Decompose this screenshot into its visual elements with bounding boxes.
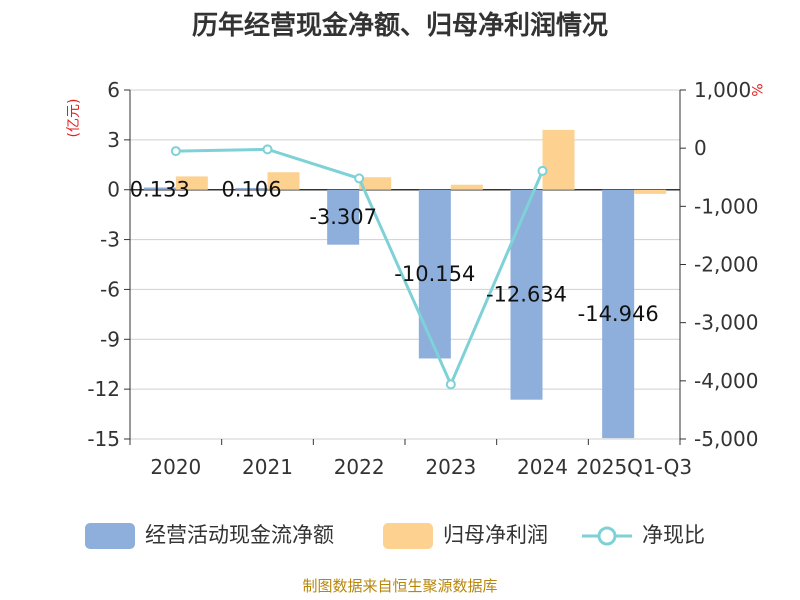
- x-axis-tick-label: 2024: [517, 455, 568, 479]
- right-axis-tick-label: 0: [694, 136, 707, 160]
- bar-netprofit[interactable]: [359, 177, 392, 190]
- x-axis-tick-label: 2021: [242, 455, 293, 479]
- bar-cashflow[interactable]: [143, 187, 176, 190]
- data-label-cashflow: -10.154: [394, 262, 475, 286]
- legend-item-ratio[interactable]: 净现比: [582, 523, 705, 547]
- x-axis-tick-label: 2025Q1-Q3: [576, 455, 692, 479]
- point-ratio[interactable]: [170, 146, 181, 157]
- point-ratio[interactable]: [537, 165, 548, 176]
- point-ratio[interactable]: [445, 379, 456, 390]
- left-axis-tick-label: 3: [107, 128, 120, 152]
- bar-netprofit[interactable]: [450, 184, 483, 190]
- legend-item-netprofit[interactable]: 归母净利润: [383, 523, 548, 549]
- left-axis-tick-label: 0: [107, 178, 120, 202]
- left-axis-tick-label: -3: [100, 228, 120, 252]
- bar-netprofit[interactable]: [267, 172, 300, 190]
- point-ratio[interactable]: [354, 173, 365, 184]
- x-axis-tick-label: 2020: [150, 455, 201, 479]
- bar-layer: [143, 129, 667, 439]
- bar-cashflow[interactable]: [510, 189, 543, 400]
- bar-netprofit[interactable]: [542, 129, 575, 190]
- legend-label-cashflow: 经营活动现金流净额: [145, 523, 334, 547]
- left-axis-tick-label: -9: [100, 327, 120, 351]
- legend: 经营活动现金流净额 归母净利润 净现比: [85, 523, 705, 549]
- left-axis-tick-label: 6: [107, 78, 120, 102]
- x-axis-tick-label: 2022: [334, 455, 385, 479]
- bar-cashflow[interactable]: [327, 189, 360, 245]
- left-axis-tick-label: -15: [87, 427, 120, 451]
- x-axis-tick-label: 2023: [425, 455, 476, 479]
- bar-cashflow[interactable]: [235, 187, 268, 190]
- source-note: 制图数据来自恒生聚源数据库: [302, 577, 497, 595]
- right-axis-tick-label: -5,000: [694, 427, 758, 451]
- legend-swatch-netprofit: [383, 523, 433, 549]
- right-axis-tick-label: -1,000: [694, 194, 758, 218]
- data-label-cashflow: -3.307: [309, 205, 377, 229]
- legend-marker-ratio: [597, 526, 617, 546]
- chart-title: 历年经营现金净额、归母净利润情况: [192, 10, 608, 41]
- legend-label-netprofit: 归母净利润: [443, 523, 548, 547]
- left-axis-tick-label: -12: [87, 377, 120, 401]
- right-axis-tick-label: -3,000: [694, 311, 758, 335]
- bar-netprofit[interactable]: [634, 189, 667, 194]
- line-layer: [170, 144, 548, 390]
- legend-label-ratio: 净现比: [642, 523, 705, 547]
- right-axis-tick-label: 1,000: [694, 78, 751, 102]
- data-label-cashflow: -14.946: [578, 302, 659, 326]
- left-axis-unit: (亿元): [66, 99, 82, 138]
- axis-layer: 6 3 0 -3 -6 -9 -12 -15 1,000 0 -1,000 -2,000 -3,000 -…: [87, 78, 758, 479]
- bar-netprofit[interactable]: [175, 176, 208, 190]
- right-axis-tick-label: -2,000: [694, 253, 758, 277]
- point-ratio[interactable]: [262, 144, 273, 155]
- label-layer: 0.133 0.106 -3.307 -10.154 -12.634 -14.946: [130, 178, 659, 326]
- bar-cashflow[interactable]: [418, 189, 451, 359]
- right-axis-unit: %: [748, 83, 764, 96]
- bar-cashflow[interactable]: [602, 189, 635, 439]
- legend-item-cashflow[interactable]: 经营活动现金流净额: [85, 523, 334, 549]
- data-label-cashflow: 0.133: [130, 178, 190, 202]
- data-label-cashflow: 0.106: [221, 178, 281, 202]
- legend-swatch-cashflow: [85, 523, 135, 549]
- left-axis-tick-label: -6: [100, 277, 120, 301]
- data-label-cashflow: -12.634: [486, 283, 567, 307]
- right-axis-tick-label: -4,000: [694, 369, 758, 393]
